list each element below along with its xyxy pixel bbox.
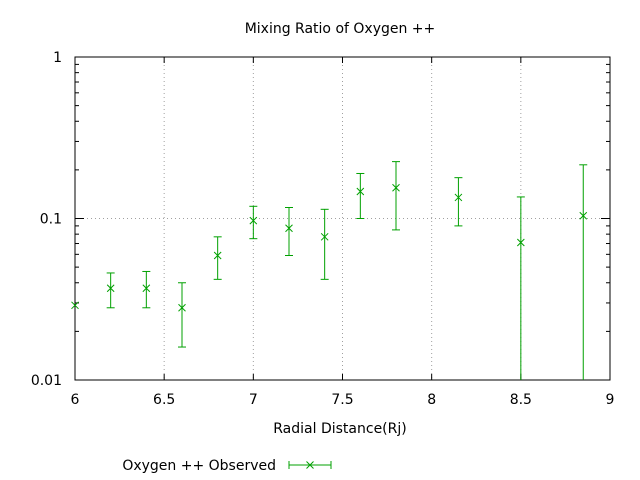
legend-label: Oxygen ++ Observed <box>122 458 276 474</box>
data-point <box>249 216 258 225</box>
data-point <box>320 232 329 241</box>
x-tick-label: 7.5 <box>331 392 353 408</box>
x-tick-label: 6 <box>71 392 80 408</box>
x-tick-label: 7 <box>249 392 258 408</box>
tick-label-layer: 6 6.5 7 7.5 8 8.5 9 0.01 0.1 1 <box>31 50 615 408</box>
data-point <box>392 183 400 192</box>
data-point <box>178 303 186 312</box>
y-tick-label: 0.1 <box>40 212 62 228</box>
legend: Oxygen ++ Observed <box>122 458 332 474</box>
data-point <box>579 211 588 220</box>
legend-point <box>306 461 314 469</box>
data-point <box>71 301 79 310</box>
x-axis-label: Radial Distance(Rj) <box>273 421 406 437</box>
x-tick-label: 8.5 <box>510 392 532 408</box>
tick-layer <box>74 56 611 381</box>
data-layer <box>71 161 588 380</box>
data-point <box>106 284 115 293</box>
data-point <box>285 224 293 233</box>
data-point <box>213 251 222 260</box>
y-tick-label: 0.01 <box>31 373 62 389</box>
data-point <box>454 193 463 202</box>
chart-title: Mixing Ratio of Oxygen ++ <box>245 21 436 37</box>
legend-marker <box>288 461 332 469</box>
grid-layer <box>75 57 610 380</box>
y-tick-label: 1 <box>53 50 62 66</box>
data-point <box>356 187 365 196</box>
data-point <box>516 238 525 247</box>
x-tick-label: 6.5 <box>153 392 175 408</box>
x-tick-label: 8 <box>427 392 436 408</box>
x-tick-label: 9 <box>606 392 615 408</box>
data-point <box>142 284 151 293</box>
